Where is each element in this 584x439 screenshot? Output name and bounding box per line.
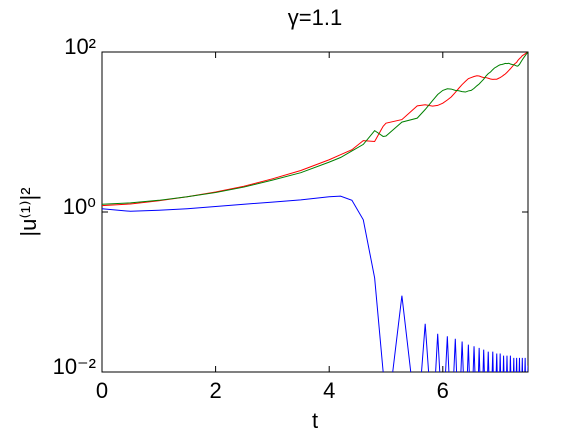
series-line xyxy=(102,52,528,205)
x-tick-label: 6 xyxy=(437,378,449,403)
x-axis-label: t xyxy=(312,408,318,433)
series-line xyxy=(102,195,528,372)
chart-title: γ=1.1 xyxy=(288,5,342,30)
y-tick-label: 10⁻² xyxy=(53,354,96,379)
x-tick-label: 2 xyxy=(209,378,221,403)
y-tick-label: 10⁰ xyxy=(63,194,96,219)
y-axis-label: |u⁽¹⁾|² xyxy=(16,187,41,236)
y-tick-label: 10² xyxy=(64,34,96,59)
plot-lines xyxy=(102,52,528,372)
x-tick-label: 0 xyxy=(96,378,108,403)
series-line xyxy=(102,52,528,207)
plot-frame xyxy=(101,51,529,373)
x-tick-label: 4 xyxy=(323,378,335,403)
